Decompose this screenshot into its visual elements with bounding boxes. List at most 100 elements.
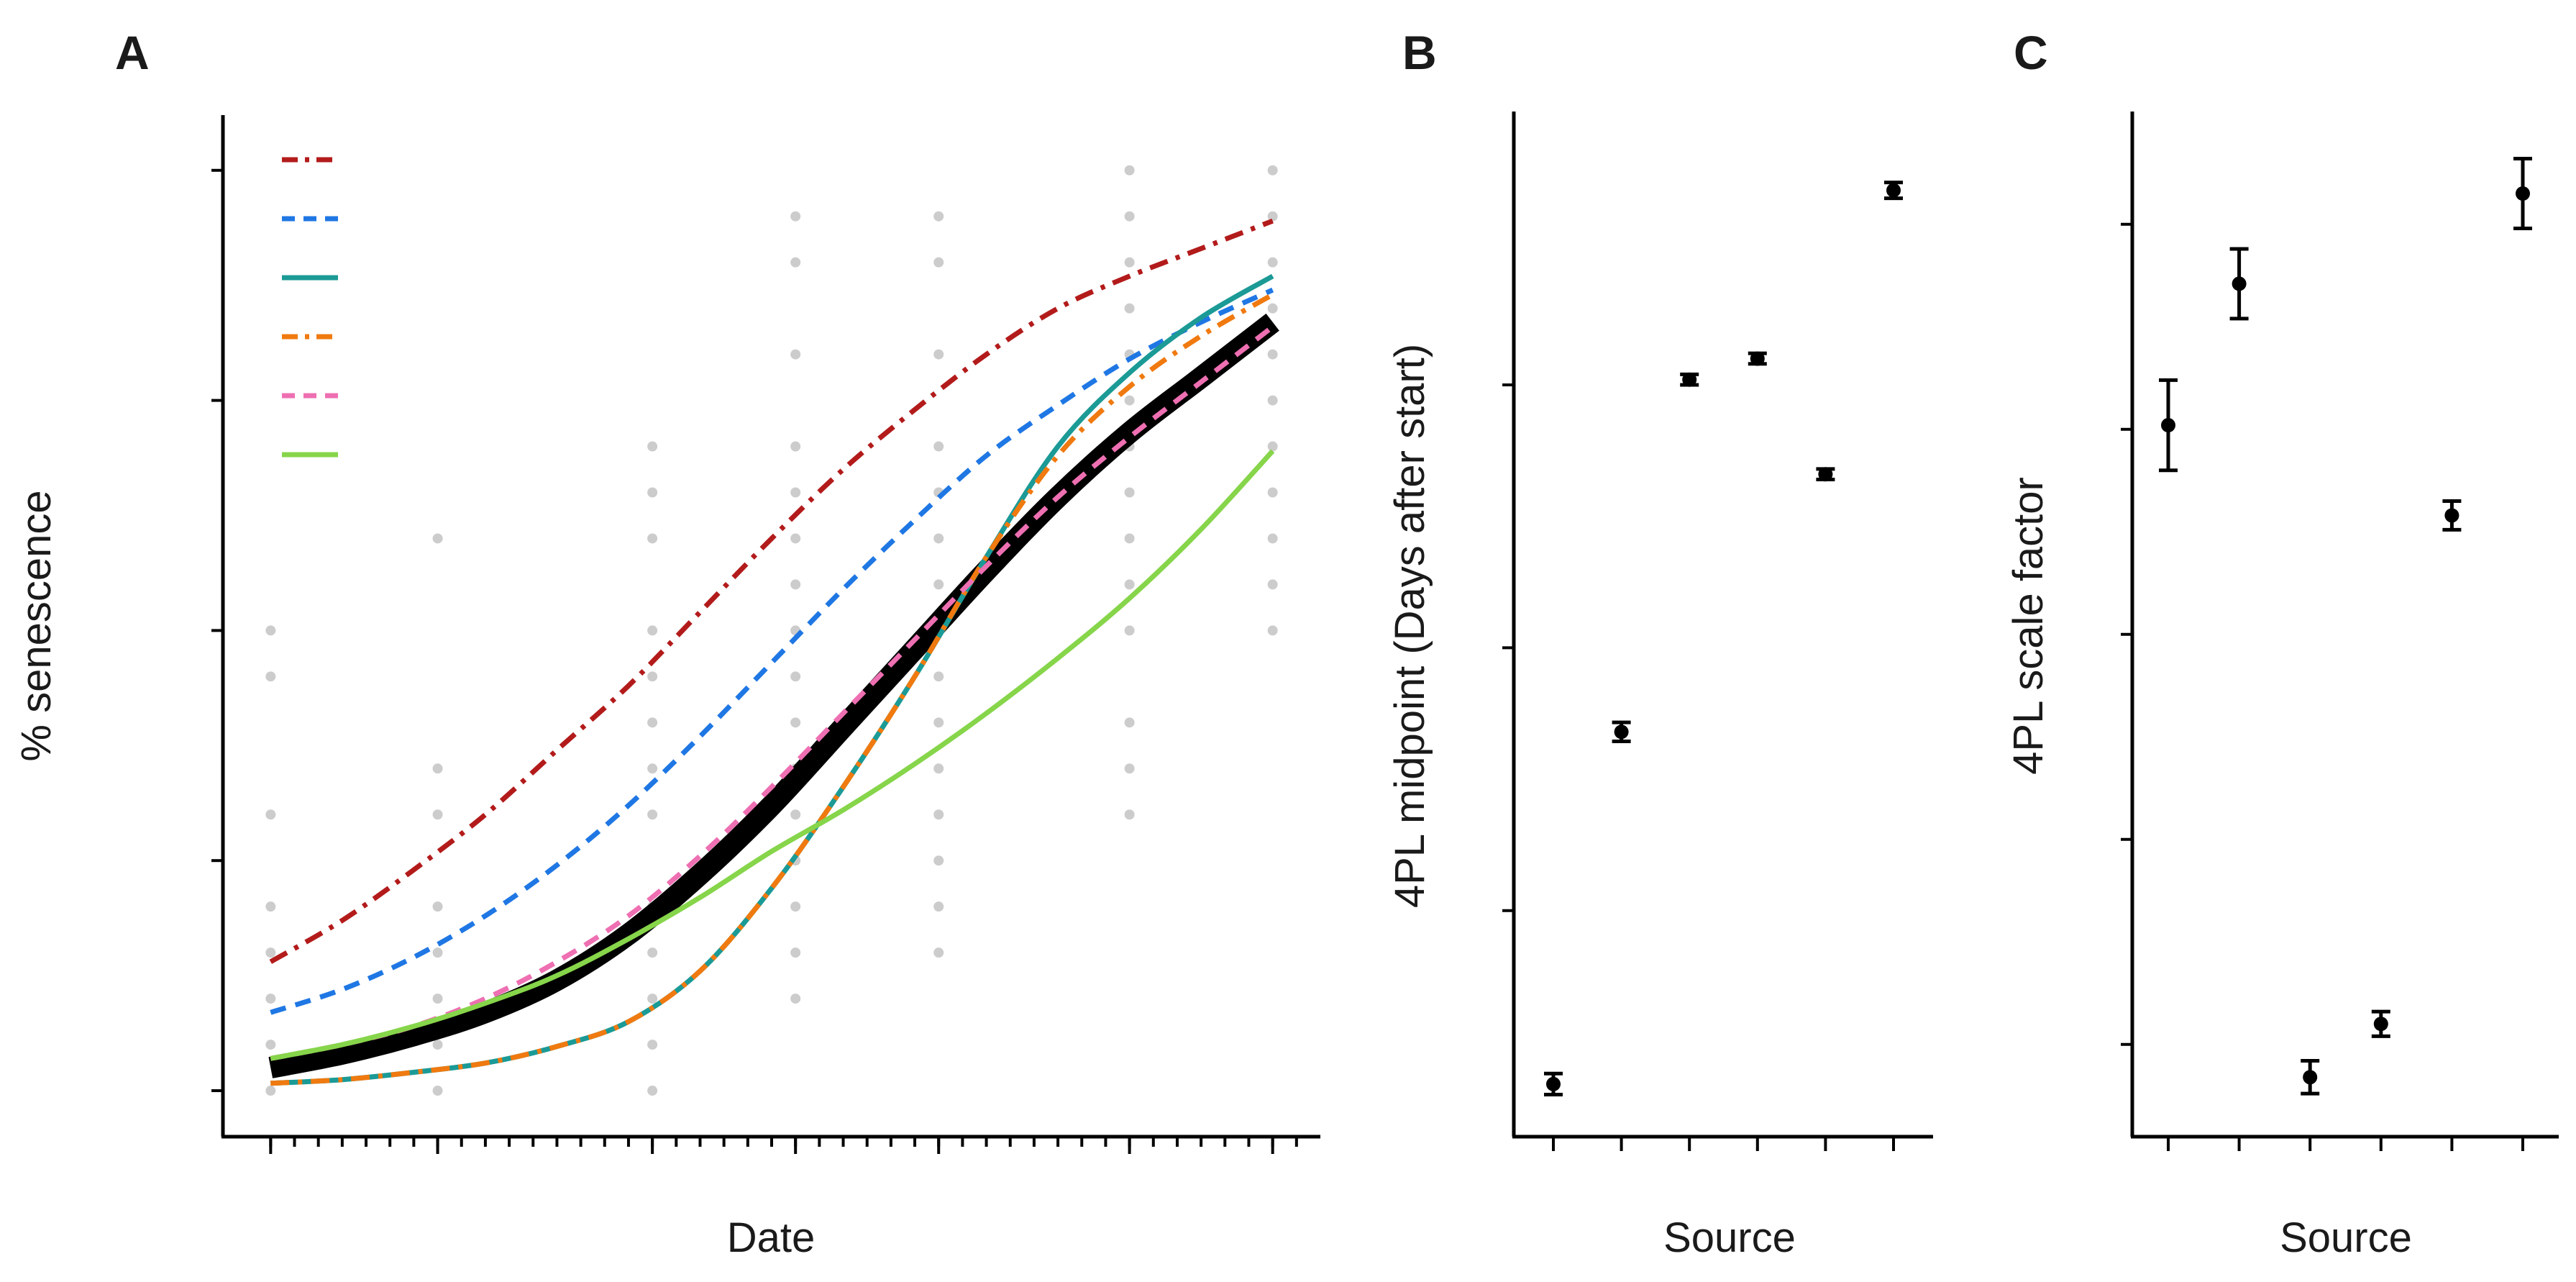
panel-a: A Date % senescence [13,26,1320,1261]
observation-point [790,717,801,728]
observation-point [647,947,658,958]
observation-point [432,763,443,774]
observation-point [1267,349,1278,360]
observation-point [647,1086,658,1096]
panel-c: C Source 4PL scale factor [2005,26,2559,1261]
series-line-in [270,292,1274,1086]
observation-point [933,901,944,912]
panel-c-y-axis-title: 4PL scale factor [2005,477,2052,775]
observation-point [1124,257,1135,268]
panel-b-y-axis-title: 4PL midpoint (Days after start) [1387,344,1433,908]
observation-point [1267,487,1278,498]
observation-point [790,441,801,452]
panel-b: B Source 4PL midpoint (Days after start) [1387,26,1933,1261]
observation-point [1267,303,1278,314]
observation-point [933,717,944,728]
observation-point [647,994,658,1004]
observation-point [647,625,658,636]
observation-point [1267,625,1278,636]
observation-point [790,671,801,682]
mean-point [1886,183,1901,198]
observation-point [647,809,658,820]
observation-point [432,947,443,958]
observation-point [1267,441,1278,452]
observation-point [1267,579,1278,590]
panel-a-observations [265,165,1278,1096]
panel-c-x-axis-title: Source [2280,1214,2412,1261]
panel-a-legend [282,157,338,458]
mean-point [1682,372,1697,387]
observation-point [432,809,443,820]
series-line-ms [270,449,1275,1061]
mean-point [2373,1017,2388,1032]
observation-point [790,994,801,1004]
observation-point [647,441,658,452]
observation-point [432,533,443,544]
series-line-oh [270,273,1274,1086]
observation-point [790,901,801,912]
panel-a-label: A [115,26,150,79]
observation-point [647,717,658,728]
observation-point [265,671,276,682]
observation-point [1124,579,1135,590]
panel-b-y-ticks [1502,383,1514,912]
observation-point [1267,533,1278,544]
mean-point [2444,508,2459,523]
observation-point [1124,395,1135,406]
observation-point [1124,625,1135,636]
mean-point [2516,186,2530,201]
observation-point [647,487,658,498]
observation-point [933,671,944,682]
panel-a-x-ticks [269,1137,1298,1154]
observation-point [265,947,276,958]
observation-point [647,533,658,544]
observation-point [790,257,801,268]
series-line-mn [269,218,1274,964]
mean-point [2232,276,2247,291]
observation-point [1124,763,1135,774]
observation-point [1124,533,1135,544]
panel-b-x-ticks [1552,1137,1895,1151]
mean-point [1546,1076,1561,1091]
panel-a-x-axis-title: Date [727,1214,816,1261]
observation-point [1124,165,1135,176]
observation-point [790,579,801,590]
observation-point [933,855,944,866]
observation-point [933,579,944,590]
observation-point [1267,395,1278,406]
panel-c-label: C [2014,26,2048,79]
panel-a-series-lines [268,218,1279,1086]
observation-point [265,1086,276,1096]
observation-point [933,211,944,222]
observation-point [265,1040,276,1050]
observation-point [265,994,276,1004]
observation-point [933,257,944,268]
observation-point [790,947,801,958]
panel-b-points [1544,181,1903,1097]
panel-b-label: B [1402,26,1437,79]
panel-a-y-ticks [211,168,223,1093]
observation-point [432,901,443,912]
observation-point [1124,809,1135,820]
mean-point [2303,1070,2318,1085]
observation-point [790,349,801,360]
observation-point [432,1040,443,1050]
mean-point [1614,724,1629,740]
panel-c-x-ticks [2167,1137,2524,1151]
observation-point [1124,487,1135,498]
panel-a-y-axis-title: % senescence [13,490,60,761]
observation-point [1267,257,1278,268]
observation-point [1267,211,1278,222]
observation-point [790,487,801,498]
observation-point [933,349,944,360]
observation-point [1124,211,1135,222]
series-line-overall [268,313,1279,1078]
observation-point [790,211,801,222]
series-line-wi [270,287,1274,1015]
observation-point [647,671,658,682]
observation-point [933,533,944,544]
observation-point [647,1040,658,1050]
observation-point [265,901,276,912]
observation-point [790,533,801,544]
